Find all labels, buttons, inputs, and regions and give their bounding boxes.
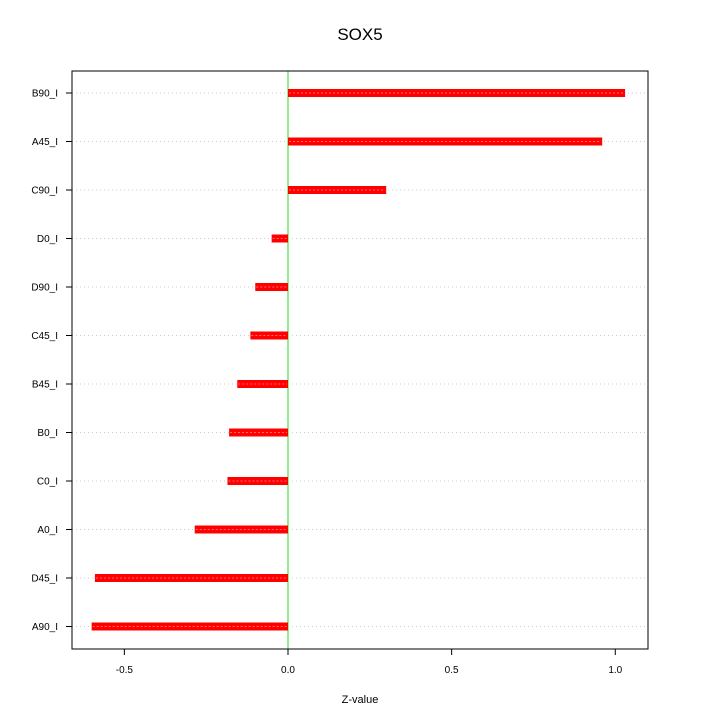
bar-D90_I — [255, 283, 288, 291]
x-axis: -0.5 0.0 0.5 1.0 — [116, 649, 623, 676]
y-tick-label: B90_I — [32, 89, 58, 100]
bar-D0_I — [271, 234, 288, 243]
x-tick-label: 1.0 — [608, 665, 622, 676]
y-tick-label: A45_I — [32, 137, 58, 148]
y-axis: B90_I A45_I C90_I D0_I D90_I C45_I B45_I B0_I C0… — [31, 89, 72, 633]
y-tick-label: D90_I — [31, 283, 58, 294]
y-tick-label: B0_I — [37, 428, 58, 439]
bar-B90_I — [288, 89, 626, 97]
chart-title: SOX5 — [337, 25, 382, 44]
y-tick-label: C0_I — [37, 477, 58, 488]
bar-D45_I — [94, 574, 288, 582]
bars — [91, 89, 626, 631]
y-tick-label: C45_I — [31, 331, 58, 342]
plot-frame — [71, 70, 649, 650]
y-tick-label: A90_I — [32, 622, 58, 633]
grid-lines — [72, 92, 648, 627]
y-tick-label: C90_I — [31, 186, 58, 197]
x-tick-label: 0.5 — [445, 665, 459, 676]
x-axis-label: Z-value — [342, 694, 379, 706]
y-tick-label: D0_I — [37, 234, 58, 245]
y-tick-label: A0_I — [37, 525, 58, 536]
x-tick-label: 0.0 — [281, 665, 295, 676]
y-tick-label: D45_I — [31, 574, 58, 585]
x-tick-label: -0.5 — [116, 665, 134, 676]
y-tick-label: B45_I — [32, 380, 58, 391]
